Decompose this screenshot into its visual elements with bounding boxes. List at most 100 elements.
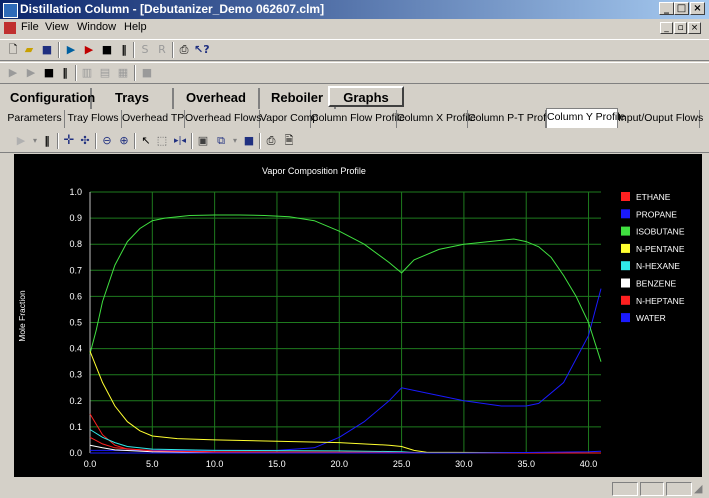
column-icon: ▥ xyxy=(81,66,93,79)
print-icon[interactable]: ⎙ xyxy=(179,43,189,56)
box-select-icon[interactable]: ⬚ xyxy=(156,134,168,147)
status-bar: ◢ xyxy=(0,478,709,498)
chart-print-icon[interactable]: ⎙ xyxy=(266,134,276,147)
y-tick-label: 0.3 xyxy=(69,370,82,380)
x-tick-label: 0.0 xyxy=(84,459,97,469)
tab-column-flow-profile[interactable]: Column Flow Profile xyxy=(311,110,405,128)
series-line-isobutane xyxy=(89,214,602,362)
select-pointer-icon[interactable]: ↖ xyxy=(141,134,151,147)
status-panel-1 xyxy=(612,482,638,496)
tab-overhead-flows[interactable]: Overhead Flows xyxy=(185,110,261,128)
x-tick-label: 40.0 xyxy=(580,459,598,469)
vapor-composition-chart[interactable]: 0.0 0.1 0.2 0.3 0.4 0.5 0.6 0.7 0.8 0.9 1.0 0.0 5.0 1… xyxy=(14,154,702,477)
menu-view[interactable]: View xyxy=(45,21,69,33)
tab-vapor-comp[interactable]: Vapor Comp xyxy=(260,110,318,128)
pause-chart-icon[interactable]: ‖ xyxy=(44,134,50,147)
legend-label-n-hexane: N-HEXANE xyxy=(636,261,680,271)
chart-save-icon[interactable]: ■ xyxy=(243,134,255,147)
secondary-toolbar: ▶ ▶ ■ ‖ ▥ ▤ ▦ ■ xyxy=(0,62,709,84)
run-red-icon[interactable]: ▶ xyxy=(84,43,94,56)
run-blue-icon[interactable]: ▶ xyxy=(66,43,76,56)
step-red-icon: ▶ xyxy=(26,66,36,79)
copy-icon[interactable]: ⧉ xyxy=(217,134,225,147)
main-toolbar: 🗋 ▰ ■ ▶ ▶ ■ ‖ S R ⎙ ↖? xyxy=(0,39,709,61)
stop-icon-2[interactable]: ■ xyxy=(43,66,55,79)
x-tick-label: 10.0 xyxy=(206,459,224,469)
y-tick-label: 0.8 xyxy=(69,239,82,249)
menu-help[interactable]: Help xyxy=(124,21,147,33)
tab-configuration[interactable]: Configuration xyxy=(10,88,95,109)
window-title: Distillation Column - [Debutanizer_Demo … xyxy=(20,2,325,16)
y-tick-label: 0.5 xyxy=(69,318,82,328)
save-icon-2: ■ xyxy=(141,66,153,79)
y-tick-label: 0.0 xyxy=(69,448,82,458)
feed-icon: ▤ xyxy=(99,66,111,79)
help-pointer-icon[interactable]: ↖? xyxy=(194,43,210,56)
x-tick-label: 20.0 xyxy=(331,459,349,469)
legend-label-ethane: ETHANE xyxy=(636,192,671,202)
pause-icon[interactable]: ‖ xyxy=(121,43,127,56)
status-panel-3 xyxy=(666,482,692,496)
y-tick-label: 0.2 xyxy=(69,396,82,406)
legend-label-propane: PROPANE xyxy=(636,209,677,219)
y-axis-label: Mole Fraction xyxy=(17,290,27,342)
close-button[interactable]: × xyxy=(690,2,705,15)
mdi-minimize-button[interactable]: _ xyxy=(660,22,673,34)
legend-label-water: WATER xyxy=(636,313,666,323)
tab-overhead[interactable]: Overhead xyxy=(174,88,260,109)
app-icon xyxy=(3,3,18,18)
menu-file[interactable]: File xyxy=(21,21,39,33)
mdi-close-button[interactable]: × xyxy=(688,22,701,34)
mdi-restore-button[interactable]: ▫ xyxy=(674,22,687,34)
legend-swatch-ethane xyxy=(621,192,630,201)
cursor-icon[interactable]: ▸|◂ xyxy=(173,136,187,146)
series-line-propane xyxy=(90,288,602,451)
y-tick-label: 0.1 xyxy=(69,422,82,432)
stop-icon[interactable]: ■ xyxy=(101,43,113,56)
legend-swatch-n-pentane xyxy=(621,243,630,253)
tab-column-y-profile[interactable]: Column Y Profile xyxy=(546,108,625,128)
save-icon[interactable]: ■ xyxy=(41,43,53,56)
properties-icon[interactable]: ▣ xyxy=(197,134,209,147)
resize-grip-icon[interactable]: ◢ xyxy=(694,483,703,495)
chart-panel: 0.0 0.1 0.2 0.3 0.4 0.5 0.6 0.7 0.8 0.9 1.0 0.0 5.0 1… xyxy=(14,154,702,477)
print-preview-icon[interactable]: 🗎 xyxy=(284,134,294,147)
window-titlebar: Distillation Column - [Debutanizer_Demo … xyxy=(0,0,709,19)
zoom-in-icon[interactable]: ⊕ xyxy=(119,134,129,147)
tab-tray-flows[interactable]: Tray Flows xyxy=(65,110,122,128)
tab-trays[interactable]: Trays xyxy=(92,88,174,109)
x-tick-label: 35.0 xyxy=(517,459,535,469)
tab-graphs[interactable]: Graphs xyxy=(328,86,404,107)
document-icon[interactable] xyxy=(4,22,16,34)
tab-overhead-tp[interactable]: Overhead TP xyxy=(122,110,185,128)
s-icon: S xyxy=(141,43,149,56)
pan-icon[interactable]: ✛ xyxy=(63,133,75,148)
tab-reboiler[interactable]: Reboiler xyxy=(260,88,336,109)
dropdown-arrow-icon[interactable]: ▾ xyxy=(32,136,37,145)
maximize-button[interactable]: □ xyxy=(674,2,689,15)
y-tick-label: 1.0 xyxy=(69,187,82,197)
tab-column-pt-profile[interactable]: Column P-T Profile xyxy=(468,110,557,128)
tab-parameters[interactable]: Parameters xyxy=(5,110,65,128)
menu-bar: File View Window Help xyxy=(0,19,709,37)
open-icon[interactable]: ▰ xyxy=(24,43,34,56)
step-blue-icon: ▶ xyxy=(8,66,18,79)
x-tick-label: 5.0 xyxy=(146,459,159,469)
y-tick-label: 0.4 xyxy=(69,344,82,354)
pause-icon-2[interactable]: ‖ xyxy=(62,66,68,79)
minimize-button[interactable]: _ xyxy=(659,2,674,15)
zoom-out-icon[interactable]: ⊖ xyxy=(102,134,112,147)
series-line-water xyxy=(90,450,602,454)
legend-swatch-benzene xyxy=(621,278,630,288)
new-icon[interactable]: 🗋 xyxy=(8,43,18,56)
tab-input-output-flows[interactable]: Input/Ouput Flows xyxy=(618,110,703,128)
tab-column-x-profile[interactable]: Column X Profile xyxy=(397,110,476,128)
legend-label-benzene: BENZENE xyxy=(636,279,676,289)
copy-dropdown-icon[interactable]: ▾ xyxy=(232,136,237,145)
legend-swatch-isobutane xyxy=(621,226,630,236)
chart-toolbar: ▶ ▾ ‖ ✛ ✣ ⊖ ⊕ ↖ ⬚ ▸|◂ ▣ ⧉ ▾ ■ ⎙ 🗎 xyxy=(0,131,709,153)
legend-swatch-n-heptane xyxy=(621,295,630,305)
x-tick-label: 30.0 xyxy=(455,459,473,469)
axis-zoom-icon[interactable]: ✣ xyxy=(80,134,90,147)
menu-window[interactable]: Window xyxy=(77,21,117,33)
